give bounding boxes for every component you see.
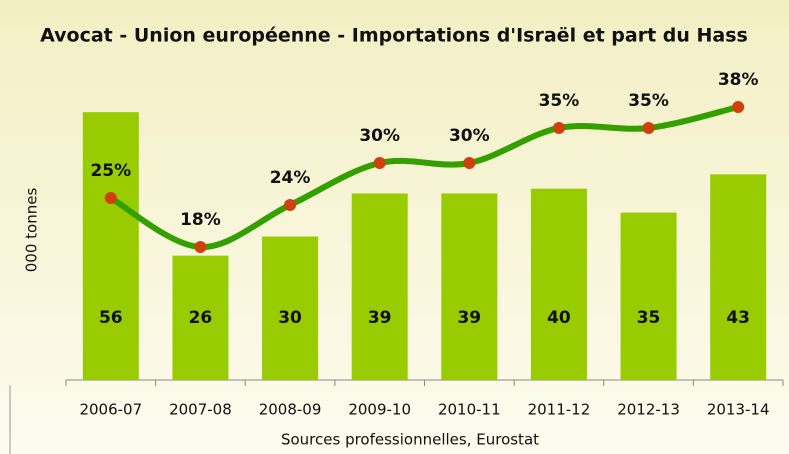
line-point <box>373 157 386 169</box>
bar <box>351 193 408 380</box>
x-tick-label: 2013-14 <box>707 401 770 419</box>
line-value-label: 30% <box>449 126 490 146</box>
y-axis-label: 000 tonnes <box>23 188 41 273</box>
bar <box>262 236 319 380</box>
x-tick-label: 2007-08 <box>169 401 232 419</box>
line-point <box>463 157 476 169</box>
line-value-label: 18% <box>180 210 221 230</box>
source-note: Sources professionnelles, Eurostat <box>281 431 539 449</box>
bar-value-label: 26 <box>189 308 213 328</box>
bar <box>172 255 229 380</box>
line-point <box>732 101 745 113</box>
bar-value-label: 43 <box>726 308 750 328</box>
x-tick-label: 2011-12 <box>528 401 591 419</box>
line-point <box>284 199 297 211</box>
line-point <box>194 241 207 253</box>
line-value-label: 24% <box>270 168 311 188</box>
x-tick-label: 2009-10 <box>348 401 411 419</box>
line-point <box>552 122 565 134</box>
x-tick-label: 2012-13 <box>617 401 680 419</box>
line-value-label: 38% <box>718 70 759 90</box>
bar-value-label: 39 <box>457 308 481 328</box>
line-value-label: 35% <box>539 91 580 111</box>
bar-value-label: 39 <box>368 308 392 328</box>
bar-value-label: 40 <box>547 308 571 328</box>
chart-title: Avocat - Union européenne - Importations… <box>40 25 748 47</box>
line-value-label: 25% <box>90 161 131 181</box>
line-point <box>642 122 655 134</box>
bar <box>530 188 587 380</box>
bar-value-label: 56 <box>99 308 123 328</box>
x-tick-label: 2010-11 <box>438 401 501 419</box>
line-point <box>104 192 117 204</box>
line-value-label: 30% <box>359 126 400 146</box>
x-tick-label: 2008-09 <box>259 401 322 419</box>
bar <box>620 212 677 380</box>
line-value-label: 35% <box>628 91 669 111</box>
bar-value-label: 30 <box>278 308 302 328</box>
bar-value-label: 35 <box>637 308 661 328</box>
bar <box>82 112 139 380</box>
bar <box>710 174 767 380</box>
bar <box>441 193 498 380</box>
x-tick-label: 2006-07 <box>79 401 142 419</box>
